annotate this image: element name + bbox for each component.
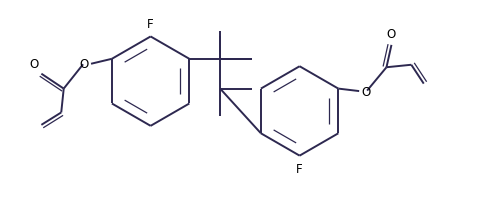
- Text: F: F: [296, 162, 303, 175]
- Text: O: O: [387, 28, 396, 41]
- Text: O: O: [361, 85, 370, 98]
- Text: F: F: [147, 18, 154, 31]
- Text: O: O: [30, 57, 39, 70]
- Text: O: O: [80, 58, 89, 71]
